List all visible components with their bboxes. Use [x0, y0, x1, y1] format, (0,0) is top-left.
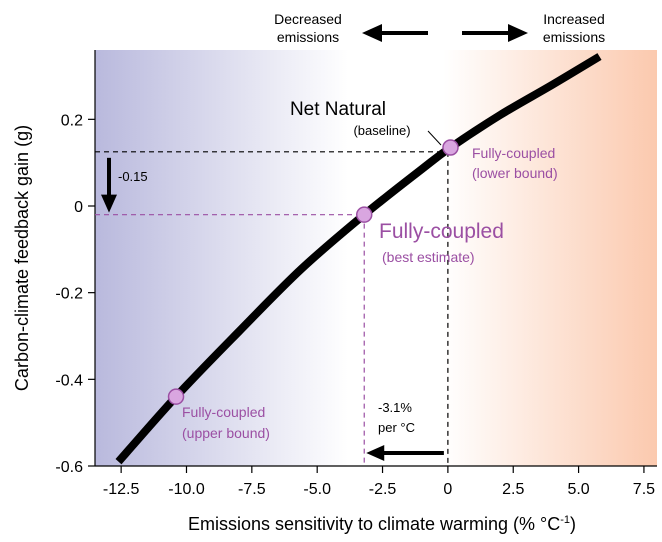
increased-label-line1: Increased [543, 11, 604, 27]
x-axis-title: Emissions sensitivity to climate warming… [188, 514, 576, 534]
upper-bound-sublabel: (upper bound) [182, 425, 270, 441]
y-tick-label: -0.6 [55, 459, 83, 476]
x-tick-label: 5.0 [567, 481, 589, 498]
guide-lines [95, 151, 449, 466]
y-tick-label: 0 [74, 199, 83, 216]
marker-upper_bound [167, 388, 185, 405]
best-estimate-sublabel: (best estimate) [382, 249, 475, 265]
x-tick-label: 7.5 [633, 481, 655, 498]
sensitivity-change-label: -3.1% [378, 400, 412, 415]
x-tick-label: 2.5 [502, 481, 524, 498]
baseline-sublabel: (baseline) [353, 123, 410, 138]
y-tick-label: -0.2 [55, 286, 83, 303]
x-tick-label: -2.5 [369, 481, 397, 498]
x-tick-label: -7.5 [238, 481, 266, 498]
left-arrow-icon [362, 24, 428, 42]
decreased-label-line1: Decreased [274, 11, 342, 27]
decreased-label-line2: emissions [277, 29, 339, 45]
x-axis-title-end: ) [570, 514, 576, 534]
point-markers [167, 139, 459, 405]
baseline-pointer [427, 130, 442, 146]
x-tick-label: -12.5 [103, 481, 140, 498]
down-arrow-icon [101, 194, 117, 213]
x-axis-title-superscript: -1 [560, 514, 570, 526]
right-arrow-icon [462, 24, 528, 42]
y-ticks: -0.6 -0.4 -0.2 0 0.2 [55, 112, 95, 476]
y-tick-label: 0.2 [61, 112, 83, 129]
best-estimate-label: Fully-coupled [379, 220, 504, 243]
plot-background [95, 50, 657, 466]
increased-label-line2: emissions [543, 29, 605, 45]
upper-bound-label: Fully-coupled [182, 404, 265, 420]
x-tick-label: -5.0 [303, 481, 331, 498]
baseline-label: Net Natural [290, 99, 386, 120]
marker-lower_bound [442, 139, 459, 156]
x-tick-label: 0 [443, 481, 452, 498]
y-tick-label: -0.4 [55, 372, 83, 389]
gain-change-label: -0.15 [118, 169, 148, 184]
x-tick-label: -10.0 [168, 481, 205, 498]
x-ticks: -12.5 -10.0 -7.5 -5.0 -2.5 0 2.5 5.0 7.5 [103, 466, 655, 498]
left-shift-arrow-icon [366, 445, 385, 461]
change-arrows [101, 157, 444, 461]
y-axis-title: Carbon-climate feedback gain (g) [12, 125, 32, 391]
sensitivity-change-sublabel: per °C [378, 420, 415, 435]
lower-bound-sublabel: (lower bound) [472, 165, 558, 181]
marker-best_estimate [355, 206, 373, 223]
lower-bound-label: Fully-coupled [472, 145, 555, 161]
